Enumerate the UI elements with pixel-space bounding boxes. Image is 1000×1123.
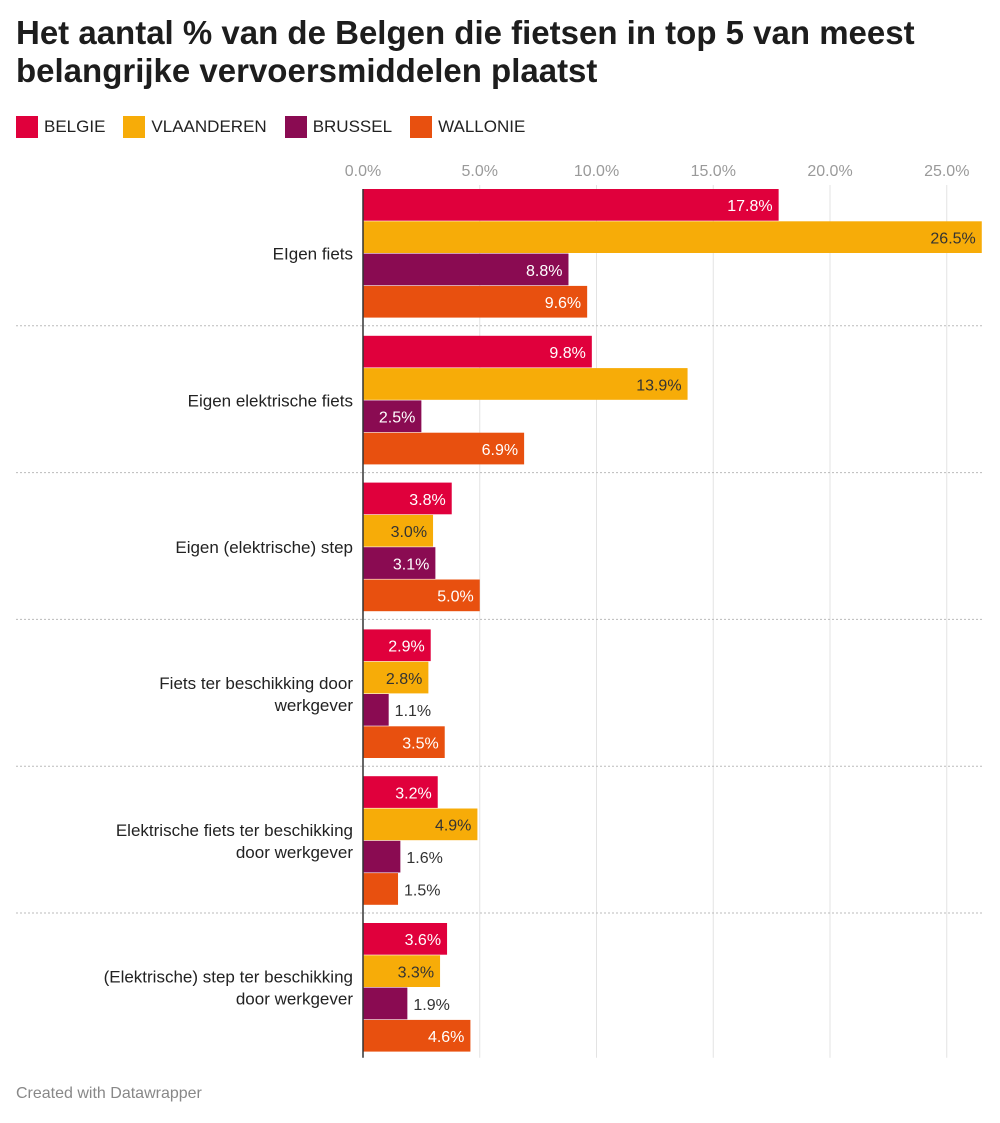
data-label: 9.6%: [545, 295, 581, 312]
data-label: 1.1%: [395, 703, 431, 720]
category-label: Eigen (elektrische) step: [175, 538, 353, 557]
bar-belgie: [363, 776, 438, 808]
bar-belgie: [363, 335, 592, 368]
legend-swatch: [284, 116, 307, 138]
data-label: 3.0%: [391, 524, 427, 541]
x-tick-label: 15.0%: [691, 163, 736, 180]
data-label: 3.1%: [393, 556, 429, 573]
category-label: Elektrische fiets ter beschikking: [116, 821, 353, 840]
data-label: 1.5%: [404, 882, 440, 899]
data-label: 3.3%: [398, 964, 434, 981]
data-label: 4.9%: [435, 818, 471, 835]
bar-belgie: [363, 629, 431, 662]
data-label: 2.9%: [388, 639, 424, 656]
legend-item: BRUSSEL: [284, 116, 393, 138]
legend-label: VLAANDEREN: [151, 117, 267, 136]
data-label: 2.8%: [386, 671, 422, 688]
bar-wallonie: [363, 873, 399, 905]
legend-item: WALLONIE: [410, 116, 525, 138]
bar-vlaanderen: [363, 221, 982, 253]
x-tick-label: 0.0%: [345, 163, 381, 180]
category-label: (Elektrische) step ter beschikking: [104, 968, 353, 987]
bar-brussel: [363, 840, 401, 873]
category-label: werkgever: [274, 696, 354, 715]
legend-label: BELGIE: [44, 117, 106, 136]
legend-label: WALLONIE: [438, 117, 526, 136]
data-label: 4.6%: [428, 1029, 464, 1046]
x-tick-label: 20.0%: [807, 163, 852, 180]
x-tick-label: 10.0%: [574, 163, 619, 180]
data-label: 3.8%: [409, 492, 445, 509]
category-label: EIgen fiets: [273, 245, 353, 264]
category-label: Fiets ter beschikking door: [159, 674, 353, 693]
bar-vlaanderen: [363, 955, 441, 987]
data-label: 17.8%: [727, 198, 772, 215]
bar-vlaanderen: [363, 808, 478, 841]
data-label: 8.8%: [526, 263, 562, 280]
bar-brussel: [363, 400, 422, 433]
bar-brussel: [363, 694, 389, 726]
data-label: 26.5%: [930, 230, 975, 247]
bar-brussel: [363, 547, 436, 579]
x-tick-label: 5.0%: [462, 163, 498, 180]
bar-vlaanderen: [363, 368, 688, 400]
bar-vlaanderen: [363, 514, 434, 547]
legend-swatch: [16, 116, 38, 138]
data-label: 1.6%: [406, 850, 442, 867]
data-label: 6.9%: [482, 442, 518, 459]
chart-title: Het aantal % van de Belgen die fietsen i…: [16, 14, 915, 89]
bar-brussel: [363, 987, 408, 1020]
data-label: 3.2%: [395, 785, 431, 802]
category-label: Eigen elektrische fiets: [188, 391, 353, 410]
legend-item: BELGIE: [16, 116, 105, 138]
bar-wallonie: [363, 726, 445, 758]
legend-item: VLAANDEREN: [123, 116, 267, 138]
x-tick-label: 25.0%: [924, 163, 969, 180]
legend-label: BRUSSEL: [312, 117, 393, 136]
category-label: door werkgever: [236, 990, 354, 1009]
data-label: 13.9%: [636, 377, 681, 394]
legend-swatch: [123, 116, 146, 138]
data-label: 3.5%: [402, 735, 438, 752]
data-label: 1.9%: [413, 997, 449, 1014]
bar-brussel: [363, 253, 569, 286]
legend: BELGIE VLAANDEREN BRUSSEL WALLONIE: [16, 116, 525, 138]
bar-belgie: [363, 189, 779, 221]
bar-wallonie: [363, 432, 525, 465]
category-label: door werkgever: [236, 843, 354, 862]
bar-wallonie: [363, 285, 588, 318]
data-label: 5.0%: [437, 589, 473, 606]
footer-credit: Created with Datawrapper: [16, 1085, 202, 1102]
bar-wallonie: [363, 1019, 471, 1052]
bar-wallonie: [363, 579, 480, 612]
data-label: 3.6%: [405, 932, 441, 949]
legend-swatch: [410, 116, 433, 138]
data-label: 2.5%: [379, 410, 415, 427]
bar-belgie: [363, 923, 448, 955]
bar-belgie: [363, 482, 452, 515]
bar-vlaanderen: [363, 661, 429, 694]
data-label: 9.8%: [549, 345, 585, 362]
